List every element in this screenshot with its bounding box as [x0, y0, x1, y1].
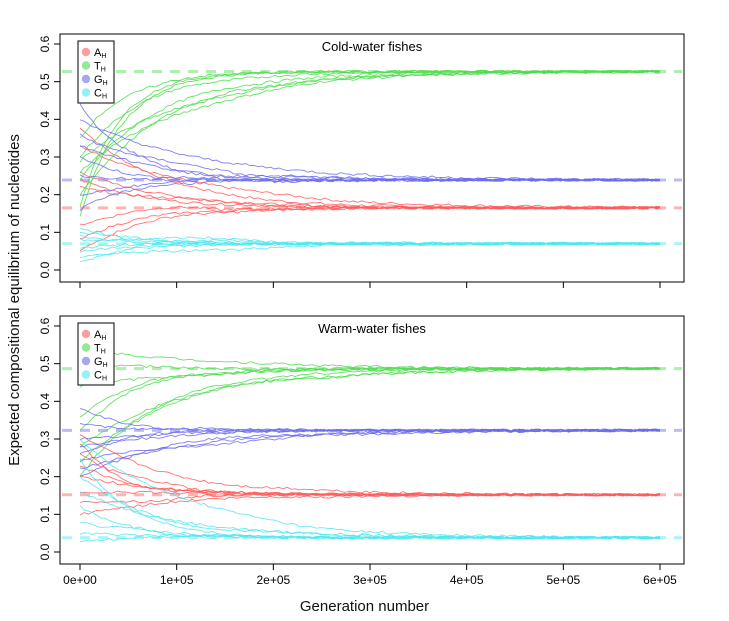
- legend-dot-A: [81, 47, 91, 57]
- plot-frame: [59, 315, 685, 565]
- series-line-A: [79, 185, 661, 210]
- series-line-G: [79, 145, 660, 182]
- legend-dot-C: [81, 370, 91, 379]
- x-tick-label: 5e+05: [546, 573, 580, 587]
- legend-dot-G: [81, 356, 91, 366]
- series-line-C: [79, 458, 661, 540]
- series-line-T: [79, 367, 661, 448]
- y-tick-label: 0.0: [38, 543, 52, 560]
- series-line-C: [79, 476, 661, 540]
- panel-title: Warm-water fishes: [318, 321, 426, 336]
- plot-frame: [59, 33, 685, 283]
- legend-entry-T: TH: [94, 343, 106, 356]
- x-tick-label: 3e+05: [353, 573, 387, 587]
- y-tick-label: 0.0: [38, 261, 52, 278]
- series-line-T: [79, 69, 661, 181]
- y-axis-label: Expected compositional equilibrium of nu…: [6, 134, 23, 466]
- y-tick-label: 0.6: [38, 317, 52, 334]
- x-tick-label: 0e+00: [63, 573, 97, 587]
- legend-dot-G: [81, 74, 91, 84]
- series-line-G: [79, 133, 661, 182]
- series-line-C: [79, 438, 661, 540]
- x-tick-label: 2e+05: [256, 573, 290, 587]
- series-line-G: [80, 428, 661, 448]
- x-tick-label: 4e+05: [450, 573, 484, 587]
- series-line-A: [79, 206, 661, 240]
- y-tick-label: 0.1: [38, 506, 52, 523]
- series-line-T: [79, 70, 661, 163]
- series-line-T: [79, 366, 661, 431]
- x-axis-label: Generation number: [299, 598, 430, 615]
- series-line-T: [79, 366, 661, 477]
- series-line-G: [79, 408, 661, 433]
- y-tick-label: 0.4: [38, 111, 52, 128]
- series-line-A: [79, 434, 661, 497]
- y-tick-label: 0.6: [38, 35, 52, 52]
- series-line-C: [79, 505, 661, 540]
- series-line-T: [79, 347, 661, 371]
- y-tick-label: 0.5: [38, 355, 52, 372]
- series-line-A: [79, 127, 661, 210]
- x-tick-label: 6e+05: [643, 573, 677, 587]
- legend-dot-T: [81, 61, 91, 70]
- y-tick-label: 0.5: [38, 73, 52, 90]
- series-line-A: [79, 493, 661, 516]
- series-line-T: [79, 69, 661, 139]
- series-line-A: [79, 206, 661, 252]
- series-line-A: [79, 465, 661, 497]
- series-line-G: [79, 429, 661, 469]
- series-line-G: [79, 428, 661, 441]
- panel-warm: 0.0 0.1 0.2 0.3 0.4 0.5 0.6 0e+00 1e+05 2e+05 3e+0…: [38, 315, 685, 587]
- series-line-G: [79, 178, 661, 196]
- y-tick-label: 0.2: [38, 186, 52, 203]
- y-tick-label: 0.2: [38, 468, 52, 485]
- trajectories: [79, 69, 661, 262]
- y-tick-label: 0.3: [38, 430, 52, 447]
- legend-dot-A: [81, 329, 91, 339]
- panel-title: Cold-water fishes: [322, 39, 423, 54]
- trajectories: [79, 347, 661, 543]
- series-line-T: [79, 69, 660, 158]
- y-tick-label: 0.4: [38, 393, 52, 410]
- series-line-G: [79, 103, 661, 182]
- y-tick-label: 0.1: [38, 224, 52, 241]
- series-line-G: [79, 119, 661, 181]
- panel-cold: 0.0 0.1 0.2 0.3 0.4 0.5 0.6 Cold-water fishes AH…: [38, 33, 685, 288]
- legend-dot-T: [81, 343, 91, 352]
- legend-entry-T: TH: [94, 61, 106, 74]
- series-line-A: [79, 443, 661, 497]
- series-line-C: [79, 227, 661, 246]
- y-tick-label: 0.3: [38, 148, 52, 165]
- series-line-A: [79, 178, 661, 210]
- series-line-T: [79, 366, 661, 418]
- x-tick-label: 1e+05: [160, 573, 194, 587]
- legend-dot-C: [81, 88, 91, 97]
